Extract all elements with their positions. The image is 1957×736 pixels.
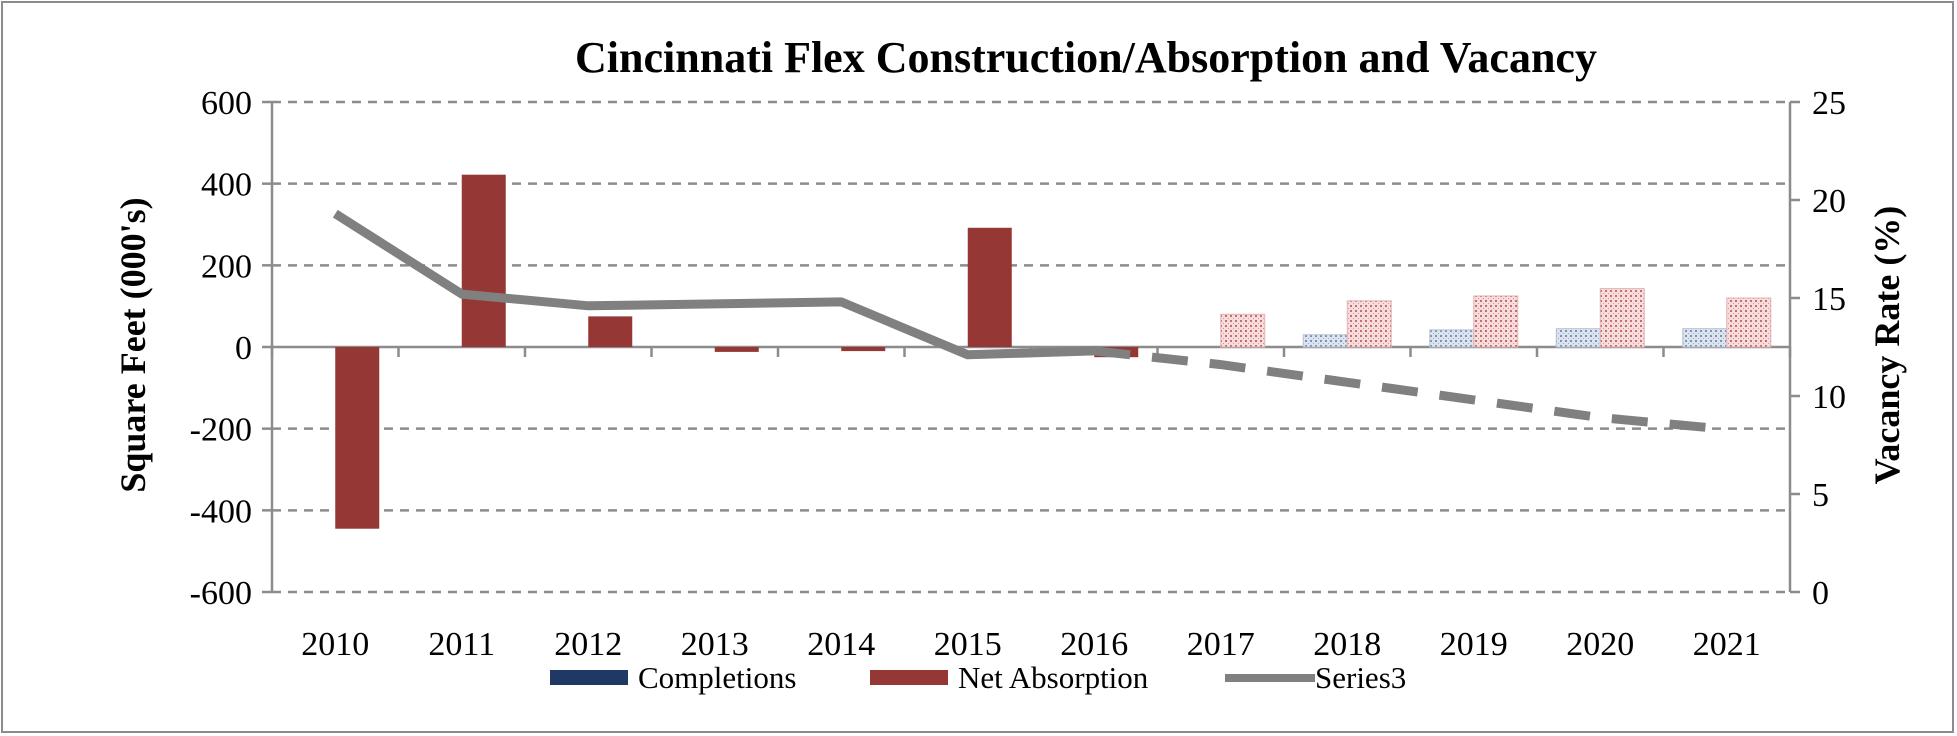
legend-net-absorption: Net Absorption <box>870 660 1149 695</box>
x-tick-label: 2018 <box>1313 626 1381 663</box>
left-axis-ticks: -600 -400 -200 0 200 400 600 <box>190 85 252 612</box>
legend-swatch <box>550 670 628 685</box>
y-axis-title: Square Feet (000's) <box>113 197 153 492</box>
y-tick-label: -400 <box>190 493 252 530</box>
y2-tick-label: 10 <box>1812 379 1846 416</box>
y-tick-label: 400 <box>201 167 252 204</box>
right-axis-ticks: 0 5 10 15 20 25 <box>1812 85 1846 612</box>
y-tick-label: -600 <box>190 575 252 612</box>
net-absorption-bar <box>1473 295 1519 348</box>
x-tick-label: 2019 <box>1440 626 1508 663</box>
legend-label: Net Absorption <box>958 660 1149 695</box>
legend-swatch <box>870 670 948 685</box>
completions-bar <box>1555 328 1601 348</box>
x-tick-label: 2011 <box>428 626 495 663</box>
chart-title: Cincinnati Flex Construction/Absorption … <box>575 33 1597 82</box>
net-absorption-bar <box>967 227 1012 347</box>
legend: Completions Net Absorption Series3 <box>550 660 1406 695</box>
legend-completions: Completions <box>550 660 796 695</box>
x-tick-label: 2017 <box>1187 626 1255 663</box>
net-absorption-bar <box>1220 313 1266 348</box>
y2-tick-label: 20 <box>1812 183 1846 220</box>
axes <box>262 100 1800 594</box>
x-axis-ticks: 2010 2011 2012 2013 2014 2015 2016 2017 2018 2019… <box>301 626 1761 663</box>
net-absorption-bar <box>1599 288 1645 348</box>
x-tick-label: 2015 <box>934 626 1002 663</box>
x-tick-label: 2012 <box>554 626 622 663</box>
net-absorption-bar <box>1726 297 1772 348</box>
legend-series3: Series3 <box>1225 660 1406 695</box>
x-tick-label: 2016 <box>1060 626 1128 663</box>
y-tick-label: 200 <box>201 248 252 285</box>
net-absorption-bar <box>588 316 633 347</box>
net-absorption-bar <box>461 174 506 347</box>
vacancy-line-forecast <box>1093 346 1728 434</box>
y2-tick-label: 5 <box>1812 477 1829 514</box>
completions-bar <box>1429 329 1475 348</box>
y-tick-label: -200 <box>190 412 252 449</box>
net-absorption-bar <box>841 347 886 352</box>
net-absorption-bar <box>1346 300 1392 348</box>
x-tick-label: 2010 <box>301 626 369 663</box>
completions-bar <box>1302 334 1348 348</box>
net-absorption-bar <box>335 347 380 529</box>
x-tick-label: 2013 <box>681 626 749 663</box>
y2-tick-label: 0 <box>1812 575 1829 612</box>
x-tick-label: 2014 <box>807 626 875 663</box>
bars <box>335 174 1772 529</box>
legend-label: Series3 <box>1315 660 1406 695</box>
y2-tick-label: 15 <box>1812 281 1846 318</box>
completions-bar <box>1682 328 1728 348</box>
x-tick-label: 2021 <box>1693 626 1761 663</box>
y-tick-label: 0 <box>235 330 252 367</box>
vacancy-line-actual <box>332 209 1095 360</box>
y2-tick-label: 25 <box>1812 85 1846 122</box>
legend-label: Completions <box>638 660 796 695</box>
y-tick-label: 600 <box>201 85 252 122</box>
x-tick-label: 2020 <box>1566 626 1634 663</box>
y2-axis-title: Vacancy Rate (%) <box>1867 206 1907 485</box>
net-absorption-bar <box>714 347 759 352</box>
vacancy-line <box>332 209 1728 434</box>
